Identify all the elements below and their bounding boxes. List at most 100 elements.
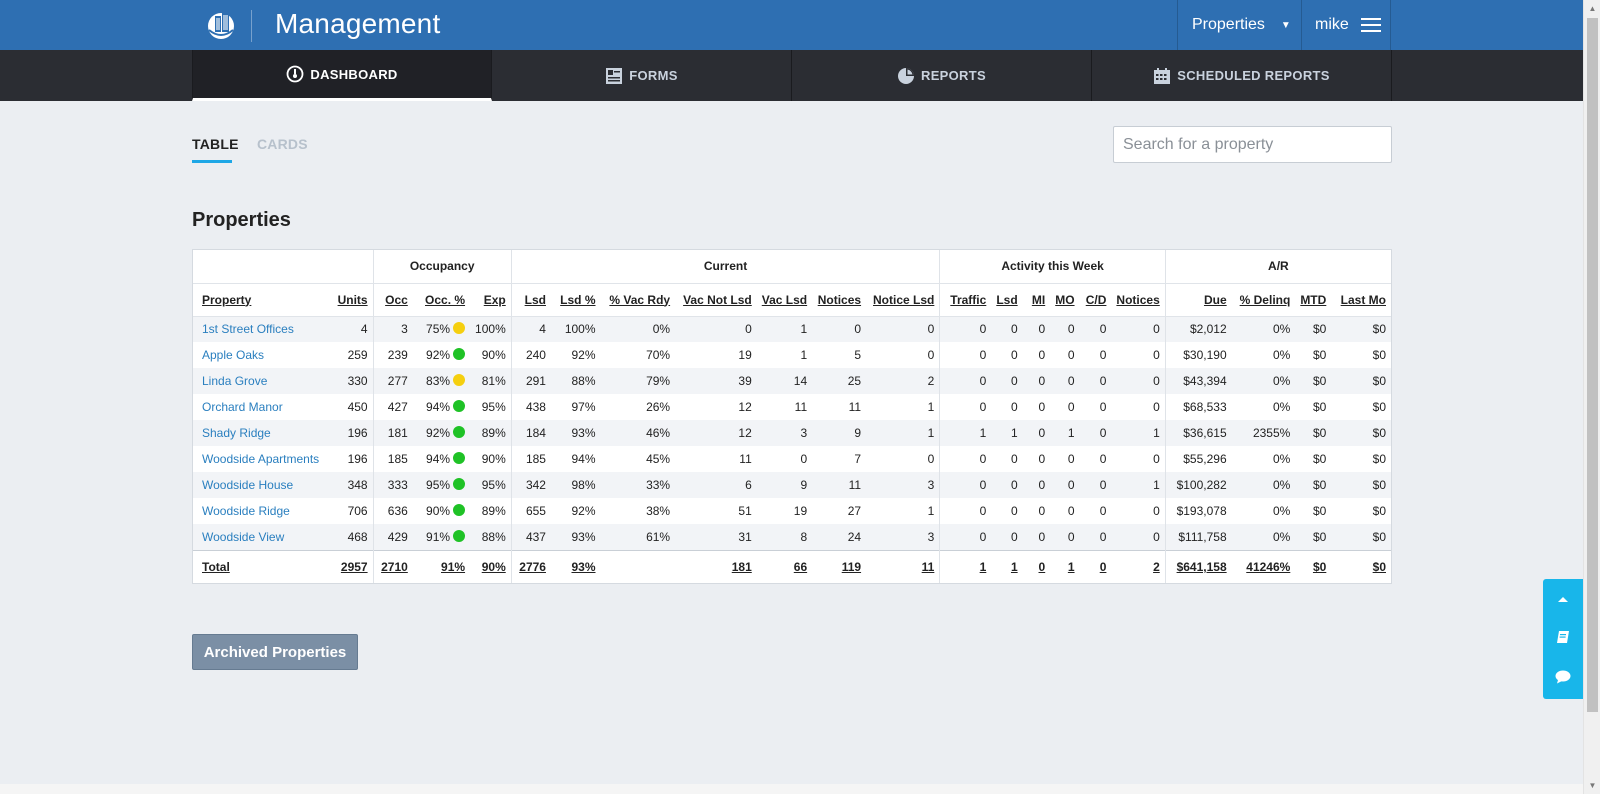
col-header-week-notices[interactable]: Notices <box>1111 283 1166 317</box>
property-link[interactable]: Woodside House <box>193 472 333 498</box>
chat-button[interactable] <box>1543 659 1583 699</box>
cell-last-mo: $0 <box>1331 316 1391 342</box>
total-cd: 0 <box>1079 549 1112 583</box>
table-row: Woodside Apartments 196 185 94% 90% 185 94% 45%… <box>193 446 1391 472</box>
cell-traffic: 0 <box>939 472 992 498</box>
horizontal-scrollbar[interactable] <box>0 784 1583 794</box>
cell-week-notices: 0 <box>1153 348 1160 362</box>
cell-occ: 3 <box>372 316 413 342</box>
cell-mi: 0 <box>1022 420 1051 446</box>
col-header-last-mo[interactable]: Last Mo <box>1331 283 1391 317</box>
scroll-top-button[interactable] <box>1543 579 1583 619</box>
col-header-property[interactable]: Property <box>193 283 333 317</box>
cell-lsd-pct: 92% <box>571 504 596 518</box>
cell-vac-lsd: 19 <box>793 504 808 518</box>
totals-row: Total 2957 2710 91% 90% 2776 93% 181 66 119 11 1 1 0 1… <box>193 549 1391 583</box>
occ-pct-value: 90% <box>426 504 451 518</box>
cell-last-mo: $0 <box>1331 524 1391 550</box>
property-link[interactable]: Woodside View <box>193 524 333 550</box>
status-dot-icon <box>453 504 466 516</box>
scroll-up-arrow-icon[interactable]: ▲ <box>1588 4 1597 13</box>
tab-reports[interactable]: REPORTS <box>792 50 1092 101</box>
property-link[interactable]: Apple Oaks <box>202 348 265 362</box>
status-dot-icon <box>453 400 466 412</box>
cell-last-mo: $0 <box>1331 420 1391 446</box>
cell-lsd: 438 <box>510 394 551 420</box>
col-header-mi[interactable]: MI <box>1022 283 1051 317</box>
scroll-thumb[interactable] <box>1587 18 1598 712</box>
cell-exp: 81% <box>470 368 512 394</box>
cell-week-notices: 0 <box>1153 504 1160 518</box>
cell-cd: 0 <box>1079 316 1112 342</box>
cell-notice-lsd: 0 <box>866 316 940 342</box>
logo-icon[interactable] <box>205 10 237 40</box>
property-link[interactable]: Woodside Apartments <box>202 452 320 466</box>
property-link[interactable]: Woodside Ridge <box>202 504 290 518</box>
table-row: Woodside House 348 333 95% 95% 342 98% 33% 6 9 11 3… <box>193 472 1391 498</box>
cell-delinq: 0% <box>1231 368 1296 394</box>
property-link[interactable]: Linda Grove <box>193 368 333 394</box>
col-header-lsd-pct[interactable]: Lsd % <box>550 283 601 317</box>
cell-exp: 95% <box>470 472 512 498</box>
col-header-lsd[interactable]: Lsd <box>510 283 551 317</box>
archived-properties-button[interactable]: Archived Properties <box>192 634 358 670</box>
occ-pct-value: 83% <box>426 374 451 388</box>
col-header-traffic[interactable]: Traffic <box>939 283 992 317</box>
cell-mtd: $0 <box>1295 420 1332 446</box>
total-label: Total <box>193 549 333 583</box>
view-tab-table[interactable]: TABLE <box>192 136 239 152</box>
col-header-notices[interactable]: Notices <box>812 283 867 317</box>
property-link[interactable]: Shady Ridge <box>193 420 333 446</box>
cell-lsd: 185 <box>510 446 551 472</box>
cell-notices: 24 <box>812 524 867 550</box>
col-header-cd[interactable]: C/D <box>1079 283 1112 317</box>
cell-occ: 181 <box>372 420 413 446</box>
search-input[interactable] <box>1113 126 1392 163</box>
tab-dashboard[interactable]: DASHBOARD <box>192 50 492 101</box>
cell-notices: 11 <box>848 400 862 414</box>
cell-units: 196 <box>347 452 368 466</box>
table-row: 1st Street Offices 4 3 75% 100% 4 100% 0% 0 1 0 0 0 0… <box>193 316 1391 342</box>
col-header-vac-rdy[interactable]: % Vac Rdy <box>600 283 676 317</box>
col-header-vac-lsd[interactable]: Vac Lsd <box>756 283 813 317</box>
cell-vac-rdy: 38% <box>646 504 671 518</box>
total-vac-rdy <box>600 549 676 583</box>
cell-week-notices: 0 <box>1111 368 1166 394</box>
help-docs-button[interactable] <box>1543 619 1583 659</box>
total-lsd: 2776 <box>510 549 551 583</box>
col-header-mtd[interactable]: MTD <box>1295 283 1332 317</box>
col-header-due[interactable]: Due <box>1164 283 1232 317</box>
col-header-vac-not-lsd[interactable]: Vac Not Lsd <box>675 283 757 317</box>
col-header-mo[interactable]: MO <box>1050 283 1080 317</box>
cell-exp: 89% <box>470 420 512 446</box>
vertical-scrollbar[interactable]: ▲ ▼ <box>1583 0 1600 794</box>
col-header-week-lsd[interactable]: Lsd <box>991 283 1023 317</box>
cell-due: $68,533 <box>1164 394 1232 420</box>
property-link[interactable]: 1st Street Offices <box>193 316 333 342</box>
cell-mi: 0 <box>1038 504 1046 518</box>
scroll-down-arrow-icon[interactable]: ▼ <box>1588 781 1597 790</box>
user-menu[interactable]: mike <box>1301 0 1391 50</box>
cell-mtd: $0 <box>1295 524 1332 550</box>
status-dot-icon <box>453 348 466 360</box>
col-header-occ[interactable]: Occ <box>372 283 413 317</box>
properties-menu[interactable]: Properties ▼ <box>1177 0 1301 50</box>
col-header-delinq[interactable]: % Delinq <box>1231 283 1296 317</box>
col-header-units[interactable]: Units <box>332 283 374 317</box>
col-header-occ-pct[interactable]: Occ. % <box>412 283 471 317</box>
cell-last-mo: $0 <box>1331 472 1391 498</box>
status-dot-icon <box>453 374 466 386</box>
cell-units: 330 <box>332 368 374 394</box>
col-header-exp[interactable]: Exp <box>470 283 512 317</box>
property-link[interactable]: Orchard Manor <box>202 400 283 414</box>
group-header-occupancy: Occupancy <box>372 250 512 284</box>
cell-traffic: 0 <box>939 394 992 420</box>
total-delinq: 41246% <box>1231 549 1296 583</box>
view-tab-cards[interactable]: CARDS <box>257 136 308 152</box>
tab-forms[interactable]: FORMS <box>492 50 792 101</box>
col-header-notice-lsd[interactable]: Notice Lsd <box>866 283 940 317</box>
hamburger-icon[interactable] <box>1360 18 1381 32</box>
cell-notice-lsd: 1 <box>927 504 935 518</box>
total-lsd-pct: 93% <box>550 549 601 583</box>
tab-scheduled-reports[interactable]: SCHEDULED REPORTS <box>1092 50 1392 101</box>
